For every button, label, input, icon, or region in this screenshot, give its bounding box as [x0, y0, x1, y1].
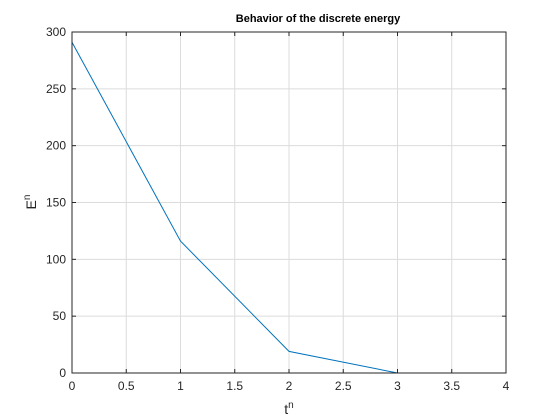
y-axis-label-superscript: n	[22, 195, 33, 201]
y-tick-labels: 0 50 100 150 200 250 300	[46, 25, 66, 380]
x-tick-label: 2	[286, 379, 293, 393]
x-axis-label: tn	[284, 400, 293, 417]
x-tick-label: 2.5	[335, 379, 352, 393]
y-axis-label: En	[22, 195, 39, 210]
x-axis-label-superscript: n	[288, 400, 294, 411]
y-tick-label: 300	[46, 25, 66, 39]
axis-ticks	[71, 31, 507, 374]
y-axis-label-base: E	[23, 200, 39, 209]
x-tick-labels: 0 0.5 1 1.5 2 2.5 3 3.5 4	[69, 379, 510, 393]
chart-title: Behavior of the discrete energy	[236, 13, 401, 25]
y-tick-label: 250	[46, 82, 66, 96]
x-tick-label: 3	[394, 379, 401, 393]
x-tick-label: 0.5	[118, 379, 135, 393]
y-tick-label: 50	[53, 309, 67, 323]
x-tick-label: 4	[503, 379, 510, 393]
y-tick-label: 0	[59, 366, 66, 380]
x-tick-label: 0	[69, 379, 76, 393]
y-tick-label: 100	[46, 252, 66, 266]
y-tick-label: 150	[46, 196, 66, 210]
x-tick-label: 1.5	[226, 379, 243, 393]
x-tick-label: 3.5	[443, 379, 460, 393]
x-tick-label: 1	[177, 379, 184, 393]
x-axis-label-base: t	[284, 401, 288, 417]
y-tick-label: 200	[46, 139, 66, 153]
